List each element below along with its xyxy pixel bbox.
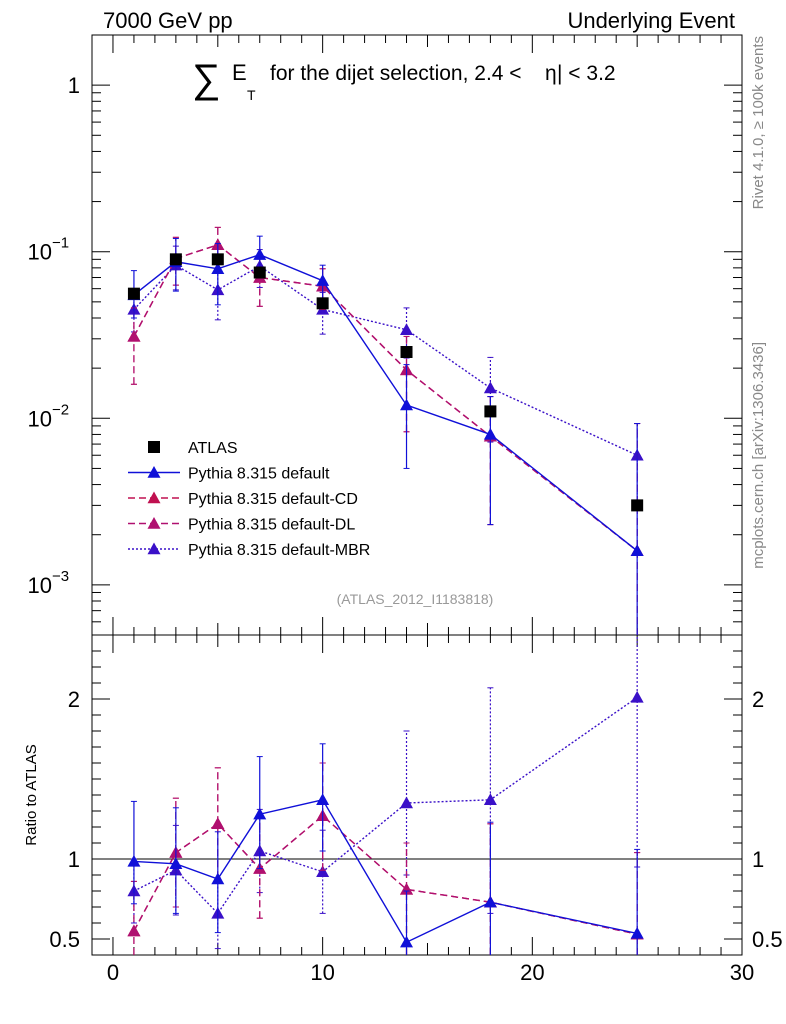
lower-marker (400, 935, 414, 948)
title-text2: | < 3.2 (557, 62, 616, 85)
upper-series-1 (127, 226, 644, 635)
data-point (631, 499, 644, 512)
xtick-label: 10 (310, 960, 334, 985)
lower-ytick-label-right: 1 (752, 847, 764, 872)
lower-marker (127, 924, 141, 937)
lower-series-line (133, 814, 638, 935)
lower-series-line (133, 814, 638, 935)
legend-entry: ATLAS (148, 440, 238, 457)
legend-entry: Pythia 8.315 default (128, 466, 330, 483)
legend-marker (147, 517, 161, 529)
lower-marker (316, 865, 330, 877)
xtick-label: 30 (730, 960, 754, 985)
analysis-id: (ATLAS_2012_I1183818) (337, 591, 494, 607)
upper-ytick-exponent: −1 (52, 235, 69, 252)
lower-ytick-label: 2 (68, 687, 80, 712)
upper-ytick-exponent: −3 (52, 568, 69, 585)
legend-label: Pythia 8.315 default-CD (188, 491, 358, 508)
lower-marker (483, 895, 497, 908)
lower-marker (630, 690, 644, 703)
upper-series-0 (127, 235, 644, 635)
title-sub: T (247, 87, 256, 103)
ratio-ylabel: Ratio to ATLAS (23, 744, 40, 845)
lower-frame (91, 634, 743, 956)
title-text: for the dijet selection, 2.4 < (270, 62, 522, 85)
data-point (253, 266, 266, 279)
lower-marker (211, 872, 225, 885)
xtick-label: 20 (520, 960, 544, 985)
data-point (484, 405, 497, 418)
lower-marker (253, 807, 267, 820)
legend-entry: Pythia 8.315 default-MBR (128, 542, 370, 559)
legend-marker (147, 466, 161, 478)
lower-series-line (133, 696, 638, 915)
lower-series-0 (127, 743, 644, 955)
lower-ytick-label: 0.5 (49, 927, 80, 952)
lower-marker (400, 796, 414, 809)
upper-marker (127, 329, 141, 342)
lower-ytick-label-right: 0.5 (752, 927, 783, 952)
data-point (127, 287, 140, 300)
lower-marker (316, 793, 330, 805)
data-point (400, 346, 413, 359)
upper-marker (316, 274, 330, 286)
header-energy: 7000 GeV pp (103, 8, 233, 33)
legend-label: ATLAS (188, 440, 238, 457)
legend-label: Pythia 8.315 default (188, 466, 330, 483)
lower-marker (169, 857, 183, 869)
data-series (127, 253, 644, 512)
lower-marker (211, 817, 225, 829)
title-eta: η (545, 62, 557, 85)
title-e: E (232, 60, 247, 85)
lower-marker (483, 793, 497, 805)
upper-marker (400, 398, 414, 411)
legend-marker (147, 542, 161, 555)
lower-marker (127, 854, 141, 867)
header-event-type: Underlying Event (567, 8, 735, 33)
upper-series-line (133, 253, 638, 552)
rivet-label: Rivet 4.1.0, ≥ 100k events (750, 36, 767, 209)
mcplots-label: mcplots.cern.ch [arXiv:1306.3436] (750, 342, 767, 569)
upper-ytick-label: 10 (28, 240, 52, 265)
lower-series-3 (127, 635, 644, 950)
legend-label: Pythia 8.315 default-DL (188, 517, 355, 534)
lower-ytick-label-right: 2 (752, 687, 764, 712)
legend-label: Pythia 8.315 default-MBR (188, 542, 370, 559)
data-point (211, 253, 224, 266)
upper-marker (483, 427, 497, 440)
upper-series-2 (127, 226, 644, 635)
upper-marker (253, 248, 267, 260)
upper-marker (400, 323, 414, 335)
xtick-label: 0 (107, 960, 119, 985)
lower-series-line (133, 799, 638, 944)
legend-marker (148, 441, 160, 453)
legend-entry: Pythia 8.315 default-DL (128, 517, 355, 534)
title-sigma: ∑ (192, 57, 221, 101)
upper-marker (483, 381, 497, 394)
legend-marker (147, 491, 161, 504)
lower-marker (630, 926, 644, 939)
upper-ytick-exponent: −2 (52, 401, 69, 418)
lower-ytick-label: 1 (68, 847, 80, 872)
upper-series-line (133, 244, 638, 552)
upper-marker (630, 544, 644, 557)
upper-marker (211, 262, 225, 274)
upper-series-line (133, 264, 638, 456)
upper-ytick-label: 1 (68, 73, 80, 98)
legend-entry: Pythia 8.315 default-CD (128, 491, 358, 508)
upper-ytick-label: 10 (28, 406, 52, 431)
chart-title: ∑ E T for the dijet selection, 2.4 < η |… (192, 57, 616, 103)
upper-ytick-label: 10 (28, 573, 52, 598)
data-point (169, 253, 182, 266)
data-point (316, 297, 329, 310)
lower-marker (400, 882, 414, 895)
